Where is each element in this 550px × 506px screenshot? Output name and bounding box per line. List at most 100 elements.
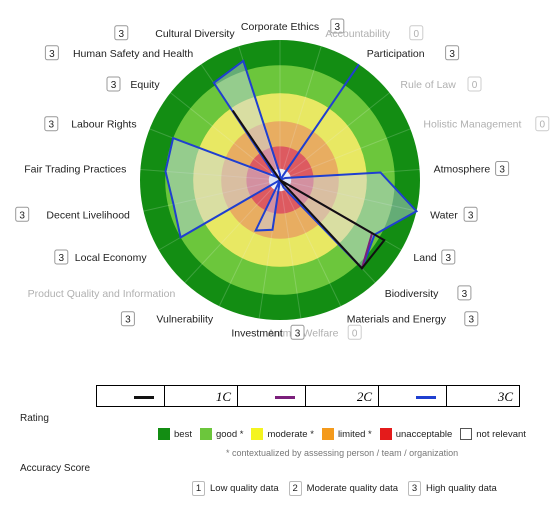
score-value: 3	[295, 328, 301, 339]
axis-label-group: Corporate Ethics 3	[241, 18, 345, 34]
rating-swatch-best	[158, 428, 170, 440]
score-badge-frame	[114, 25, 129, 41]
score-value: 3	[335, 22, 341, 33]
axis-label: Product Quality and Information	[28, 288, 176, 300]
rating-label: moderate *	[267, 428, 314, 440]
axis-label: Fair Trading Practices	[24, 164, 126, 176]
axis-label-group: Biodiversity 3	[385, 285, 472, 301]
axis-label-group: Vulnerability 3	[120, 311, 214, 327]
score-value: 3	[449, 49, 455, 60]
score-value: 3	[59, 253, 65, 264]
axis-label: Biodiversity	[385, 288, 439, 300]
rating-item-moderate: moderate *	[251, 428, 314, 440]
axis-spoke	[279, 92, 390, 181]
series-3c-name: 3C	[497, 389, 513, 404]
score-badge-frame	[330, 18, 345, 34]
axis-label: Rule of Law	[400, 79, 456, 91]
rating-label: best	[174, 428, 192, 440]
series-1c-name: 1C	[215, 389, 231, 404]
score-badge: 3	[441, 249, 456, 265]
score-badge-frame	[464, 311, 479, 327]
series-2c-name: 2C	[356, 389, 372, 404]
axis-label-group: Participation 3	[367, 45, 460, 61]
axis-label: Atmosphere	[434, 164, 491, 176]
axis-spoke	[140, 169, 281, 181]
score-badge-frame	[290, 324, 305, 340]
accuracy-label: Low quality data	[210, 483, 279, 494]
score-badge: 3	[457, 285, 472, 301]
score-badge: 3	[330, 18, 345, 34]
score-badge: 0	[409, 25, 424, 41]
accuracy-title: Accuracy Score	[20, 463, 91, 474]
axis-label: Equity	[130, 79, 160, 91]
axis-label-group: Human Safety and Health 3	[44, 45, 193, 61]
rating-label: not relevant	[476, 428, 526, 440]
axis-spoke	[184, 179, 281, 283]
score-badge: 0	[347, 324, 362, 340]
series-3c-swatch	[415, 396, 436, 399]
score-badge: 3	[463, 206, 478, 222]
score-value: 3	[119, 29, 125, 40]
rating-item-not-relevant: not relevant	[460, 428, 526, 440]
score-value: 0	[472, 80, 478, 91]
score-badge: 0	[535, 116, 550, 132]
rating-label: good *	[215, 428, 244, 440]
score-badge-frame	[467, 76, 482, 92]
axis-label: Investment	[231, 327, 282, 339]
axis-label: Local Economy	[75, 252, 148, 264]
axis-spoke	[170, 92, 281, 181]
axis-spoke	[279, 46, 322, 181]
rating-title: Rating	[20, 413, 49, 424]
score-badge-frame	[445, 45, 460, 61]
axis-label: Vulnerability	[156, 314, 214, 326]
axis-label-group: Land 3	[413, 249, 456, 265]
axis-spoke	[279, 179, 302, 319]
axis-label: Water	[430, 209, 458, 221]
accuracy-item: 1 Low quality data	[192, 481, 279, 496]
rating-swatch-good	[199, 428, 212, 440]
score-value: 3	[49, 49, 55, 60]
axis-label: Human Safety and Health	[73, 48, 193, 60]
axis-label-group: Water 3	[430, 206, 478, 222]
rating-swatch-moderate	[251, 428, 264, 440]
axis-label: Accountability	[325, 28, 391, 40]
score-badge: 3	[54, 249, 69, 265]
axis-label: Corporate Ethics	[241, 21, 319, 33]
accuracy-legend: 1 Low quality data 2 Moderate quality da…	[192, 481, 507, 496]
score-value: 0	[540, 120, 546, 131]
score-badge: 3	[44, 45, 59, 61]
axis-spoke	[279, 179, 342, 307]
series-2c-swatch	[274, 396, 295, 399]
axis-label-group: Equity 3	[106, 76, 160, 92]
axis-label-group: Cultural Diversity 3	[114, 25, 235, 41]
score-badge-frame	[463, 206, 478, 222]
axis-label: Labour Rights	[71, 119, 136, 131]
rating-item-best: best	[158, 428, 192, 440]
accuracy-score-badge: 2	[288, 481, 302, 496]
score-badge-frame	[15, 206, 30, 222]
axis-label: Holistic Management	[423, 119, 521, 131]
axis-label-group: Holistic Management 0	[423, 116, 550, 132]
score-badge: 3	[44, 116, 59, 132]
series-legend-table: 1C 2C 3C	[96, 385, 520, 407]
axis-spoke	[143, 179, 281, 212]
accuracy-label: High quality data	[426, 483, 497, 494]
score-value: 3	[111, 80, 117, 91]
accuracy-label: Moderate quality data	[306, 483, 399, 494]
score-badge-frame	[120, 311, 135, 327]
score-badge: 3	[464, 311, 479, 327]
score-badge: 3	[15, 206, 30, 222]
axis-label-group: Fair Trading Practices3	[24, 164, 126, 176]
axis-label-group: Accountability 0	[325, 25, 424, 41]
accuracy-item: 2 Moderate quality data	[288, 481, 399, 496]
rating-item-limited: limited *	[321, 428, 372, 440]
score-badge: 3	[106, 76, 121, 92]
score-badge: 3	[114, 25, 129, 41]
score-value: 0	[352, 328, 358, 339]
score-badge: 0	[467, 76, 482, 92]
axis-label: Cultural Diversity	[155, 28, 235, 40]
score-badge-frame	[106, 76, 121, 92]
rating-swatch-unacceptable	[379, 428, 392, 440]
axis-label-group: Investment 3	[231, 324, 305, 340]
